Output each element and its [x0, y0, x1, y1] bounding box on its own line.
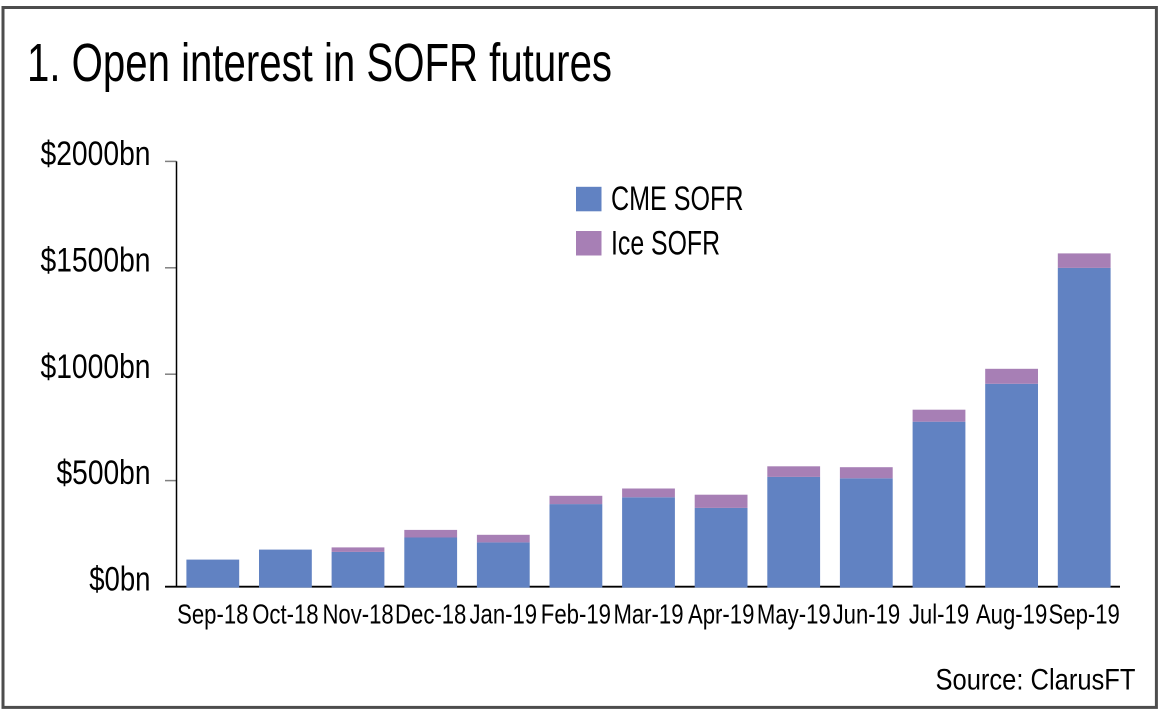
svg-text:$1000bn: $1000bn [41, 348, 151, 386]
svg-text:Aug-19: Aug-19 [976, 598, 1047, 629]
svg-text:1. Open interest in SOFR futur: 1. Open interest in SOFR futures [27, 33, 612, 93]
svg-text:Feb-19: Feb-19 [541, 598, 611, 629]
svg-text:CME SOFR: CME SOFR [611, 180, 744, 218]
svg-text:May-19: May-19 [757, 598, 831, 629]
svg-text:$1500bn: $1500bn [41, 241, 151, 279]
svg-text:Jan-19: Jan-19 [470, 598, 538, 629]
svg-text:Sep-19: Sep-19 [1049, 598, 1120, 629]
svg-text:Oct-18: Oct-18 [252, 598, 318, 629]
svg-text:Mar-19: Mar-19 [613, 598, 683, 629]
svg-text:$500bn: $500bn [57, 454, 151, 492]
svg-text:$0bn: $0bn [89, 561, 150, 599]
svg-text:Apr-19: Apr-19 [688, 598, 754, 629]
svg-text:Source: ClarusFT: Source: ClarusFT [936, 664, 1136, 697]
svg-text:Sep-18: Sep-18 [177, 598, 248, 629]
svg-text:Ice SOFR: Ice SOFR [611, 225, 720, 263]
svg-text:Nov-18: Nov-18 [322, 598, 393, 629]
svg-text:$2000bn: $2000bn [41, 135, 151, 173]
svg-text:Jun-19: Jun-19 [833, 598, 901, 629]
svg-text:Jul-19: Jul-19 [909, 598, 969, 629]
svg-text:Dec-18: Dec-18 [395, 598, 466, 629]
